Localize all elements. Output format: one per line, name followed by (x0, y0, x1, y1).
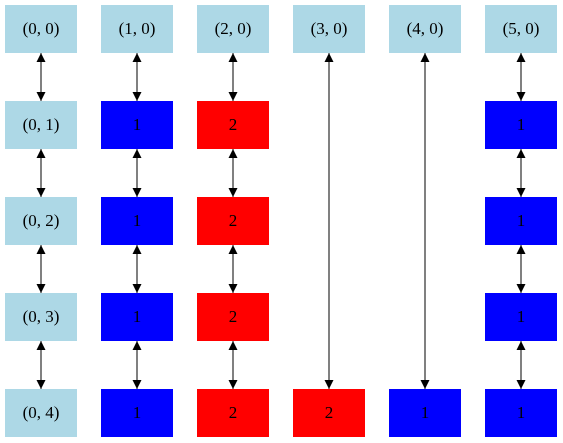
cell-node-5-1: 1 (485, 101, 557, 149)
header-node-0: (0, 0) (5, 5, 77, 53)
cell-node-2-4: 2 (197, 389, 269, 437)
cell-node-2-3: 2 (197, 293, 269, 341)
header-node-3: (3, 0) (293, 5, 365, 53)
header-node-4: (4, 0) (389, 5, 461, 53)
cell-node-1-2: 1 (101, 197, 173, 245)
cell-node-0-1: (0, 1) (5, 101, 77, 149)
cell-node-2-1: 2 (197, 101, 269, 149)
header-node-1: (1, 0) (101, 5, 173, 53)
cell-node-5-3: 1 (485, 293, 557, 341)
cell-node-1-1: 1 (101, 101, 173, 149)
cell-node-0-4: (0, 4) (5, 389, 77, 437)
cell-node-4-4: 1 (389, 389, 461, 437)
cell-node-5-2: 1 (485, 197, 557, 245)
header-node-2: (2, 0) (197, 5, 269, 53)
cell-node-3-4: 2 (293, 389, 365, 437)
header-node-5: (5, 0) (485, 5, 557, 53)
cell-node-5-4: 1 (485, 389, 557, 437)
cell-node-2-2: 2 (197, 197, 269, 245)
cell-node-0-3: (0, 3) (5, 293, 77, 341)
cell-node-1-4: 1 (101, 389, 173, 437)
cell-node-0-2: (0, 2) (5, 197, 77, 245)
cell-node-1-3: 1 (101, 293, 173, 341)
